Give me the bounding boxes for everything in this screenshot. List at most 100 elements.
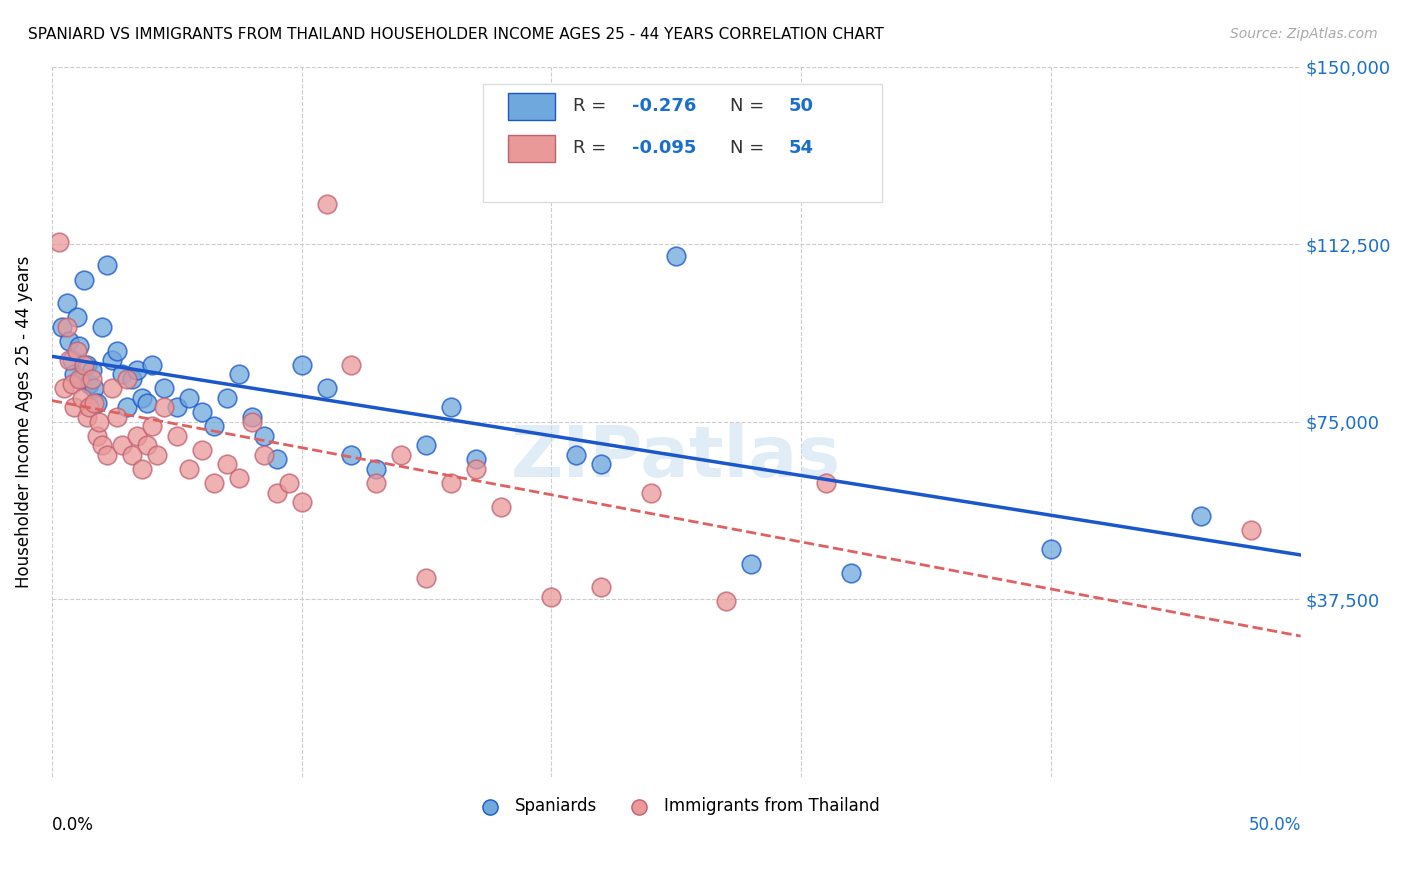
Point [60,376,83,391]
Point [714,594,737,608]
Point [1189,509,1212,524]
Point [90,320,112,334]
Point [215,391,238,405]
Point [839,566,862,580]
Point [67,339,90,353]
Point [815,476,838,491]
Point [141,419,163,434]
Point [77,401,100,415]
Point [540,154,562,169]
Text: N =: N = [730,96,770,115]
Point [166,429,188,443]
Point [55,296,77,310]
Point [179,391,201,405]
Point [105,343,128,358]
Point [105,409,128,424]
Point [77,376,100,391]
Point [740,557,762,571]
Point [1039,542,1062,557]
Point [76,358,98,372]
Point [60,353,83,368]
Point [228,471,250,485]
Text: N =: N = [730,139,770,157]
Point [67,372,90,386]
Legend: Spaniards, Immigrants from Thailand: Spaniards, Immigrants from Thailand [467,790,886,822]
Point [100,353,122,368]
Point [1240,524,1263,538]
Point [465,452,488,467]
Point [153,401,176,415]
Point [391,448,413,462]
Point [48,235,70,249]
Point [340,448,363,462]
Point [125,429,148,443]
Point [58,353,80,368]
Point [202,476,225,491]
Point [80,362,103,376]
Point [55,320,77,334]
Point [70,372,93,386]
Point [141,358,163,372]
Point [73,272,96,286]
Point [665,249,688,263]
Point [90,438,112,452]
Point [76,409,98,424]
Point [240,415,263,429]
Point [145,448,167,462]
Text: -0.276: -0.276 [633,96,697,115]
Point [415,571,437,585]
Point [591,580,613,594]
Text: 50.0%: 50.0% [1249,815,1301,834]
Point [179,462,201,476]
Point [440,401,463,415]
Point [111,368,134,382]
Point [135,395,157,409]
Point [153,382,176,396]
Point [51,320,73,334]
Point [66,343,89,358]
Point [415,438,437,452]
Point [131,391,153,405]
Point [89,415,111,429]
Point [491,500,513,514]
FancyBboxPatch shape [482,85,882,202]
Point [115,401,138,415]
Point [540,590,562,604]
Point [80,372,103,386]
Y-axis label: Householder Income Ages 25 - 44 years: Householder Income Ages 25 - 44 years [15,255,32,588]
Text: -0.095: -0.095 [633,139,697,157]
Point [190,405,212,419]
Point [125,362,148,376]
Text: SPANIARD VS IMMIGRANTS FROM THAILAND HOUSEHOLDER INCOME AGES 25 - 44 YEARS CORRE: SPANIARD VS IMMIGRANTS FROM THAILAND HOU… [28,27,884,42]
Point [58,334,80,348]
Point [253,429,276,443]
Point [70,391,93,405]
Point [315,382,337,396]
Text: R =: R = [572,139,612,157]
Point [240,409,263,424]
Point [63,368,86,382]
Point [366,462,388,476]
FancyBboxPatch shape [508,136,555,162]
Point [96,259,118,273]
Point [115,372,138,386]
Text: R =: R = [572,96,612,115]
Point [121,372,143,386]
Point [86,395,108,409]
Point [565,448,588,462]
Point [111,438,134,452]
Point [215,457,238,471]
Point [190,442,212,457]
Text: Source: ZipAtlas.com: Source: ZipAtlas.com [1230,27,1378,41]
Point [100,382,122,396]
Point [290,358,312,372]
Point [121,448,143,462]
Point [440,476,463,491]
Point [83,382,105,396]
Point [253,448,276,462]
Text: ZIPatlas: ZIPatlas [512,423,841,491]
Point [278,476,301,491]
Point [73,358,96,372]
Text: 50: 50 [789,96,814,115]
Point [366,476,388,491]
